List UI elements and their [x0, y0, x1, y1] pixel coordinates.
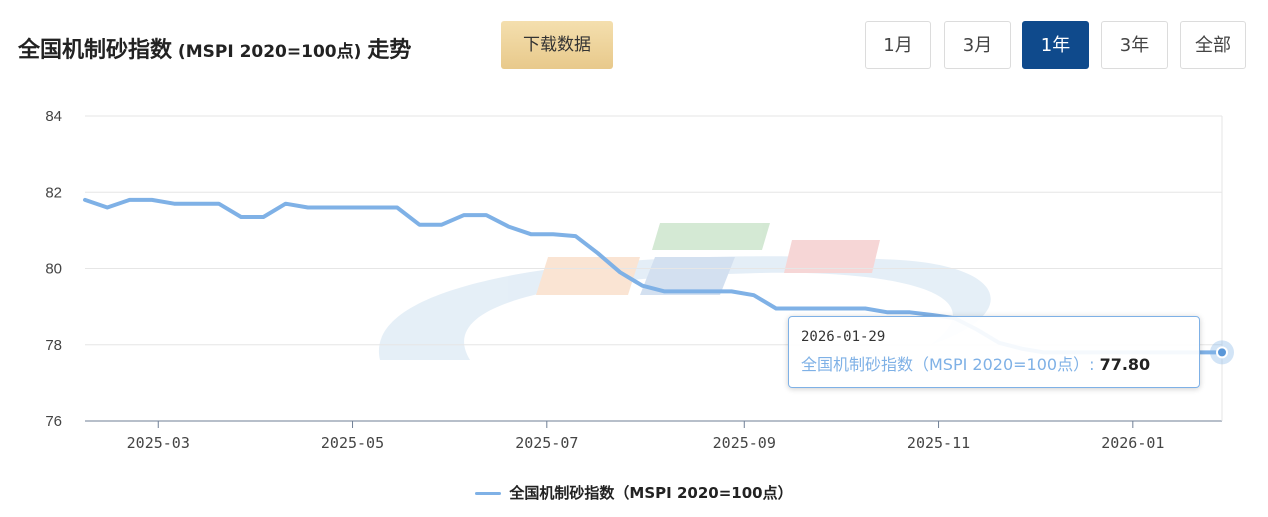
x-tick-label: 2025-11 — [907, 434, 970, 452]
x-tick-label: 2025-03 — [127, 434, 190, 452]
y-tick-label: 82 — [45, 184, 62, 201]
x-axis: 2025-03 2025-05 2025-07 2025-09 2025-11 2026-… — [127, 421, 1164, 452]
tooltip-series-label: 全国机制砂指数（MSPI 2020=100点） — [801, 355, 1090, 374]
tooltip-separator: : — [1089, 355, 1095, 374]
highlight-point[interactable] — [1216, 346, 1228, 359]
y-tick-label: 76 — [45, 413, 62, 430]
chart-title: 全国机制砂指数 (MSPI 2020=100点) 走势 — [18, 32, 411, 64]
range-3-months-button[interactable]: 3月 — [944, 21, 1011, 69]
range-3-years-button[interactable]: 3年 — [1101, 21, 1168, 69]
chart-legend[interactable]: 全国机制砂指数（MSPI 2020=100点） — [0, 482, 1268, 503]
range-1-year-button[interactable]: 1年 — [1022, 21, 1089, 69]
range-all-button[interactable]: 全部 — [1180, 21, 1246, 69]
range-1-month-button[interactable]: 1月 — [865, 21, 931, 69]
x-tick-label: 2025-09 — [713, 434, 776, 452]
x-tick-label: 2025-05 — [321, 434, 384, 452]
y-axis: 76 78 80 82 84 — [45, 108, 62, 430]
legend-line-swatch — [475, 492, 502, 495]
y-tick-label: 78 — [45, 337, 62, 354]
y-tick-label: 84 — [45, 108, 62, 125]
data-tooltip: 2026-01-29 全国机制砂指数（MSPI 2020=100点）: 77.8… — [788, 316, 1200, 388]
legend-series-label: 全国机制砂指数（MSPI 2020=100点） — [509, 484, 793, 502]
chart-title-prefix: 全国机制砂指数 — [18, 38, 173, 63]
chart-title-unit: (MSPI 2020=100点) — [172, 42, 368, 62]
tooltip-value: 77.80 — [1099, 355, 1151, 374]
x-tick-label: 2026-01 — [1101, 434, 1164, 452]
download-data-button[interactable]: 下载数据 — [501, 21, 613, 69]
chart-header: 全国机制砂指数 (MSPI 2020=100点) 走势 下载数据 1月 3月 1… — [0, 0, 1268, 90]
tooltip-date: 2026-01-29 — [801, 329, 886, 345]
x-tick-label: 2025-07 — [515, 434, 578, 452]
y-tick-label: 80 — [45, 261, 62, 278]
tooltip-row: 全国机制砂指数（MSPI 2020=100点）: 77.80 — [801, 351, 1187, 375]
chart-title-suffix: 走势 — [367, 38, 412, 63]
